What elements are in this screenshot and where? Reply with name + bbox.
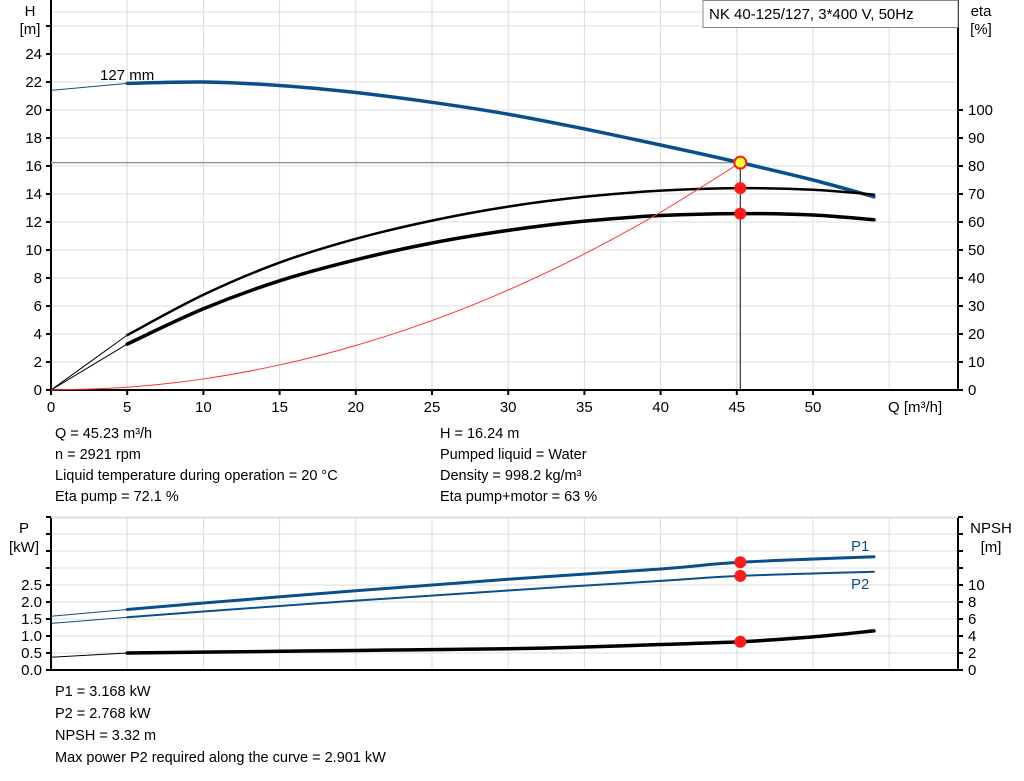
y-tick-label-right: 10	[968, 577, 985, 594]
head-curve	[125, 80, 876, 199]
y-tick-label-right: 70	[968, 186, 985, 203]
x-tick-label: 40	[652, 399, 669, 416]
duty-point-eta-pump-motor	[734, 207, 747, 220]
p1-value: P1 = 3.168 kW	[55, 684, 151, 700]
x-tick-label: 0	[47, 399, 55, 416]
eta-pump-curve	[125, 186, 876, 337]
y-tick-label-left: 2	[34, 354, 42, 371]
x-tick-label: 15	[271, 399, 288, 416]
npsh-value: NPSH = 3.32 m	[55, 728, 157, 744]
y-axis-left-unit: [m]	[20, 21, 41, 38]
y-tick-label-left: 22	[25, 74, 42, 91]
y-tick-label-left: 0	[34, 382, 42, 399]
x-tick-label: 45	[728, 399, 745, 416]
temperature-value: Liquid temperature during operation = 20…	[55, 468, 338, 484]
head-curve-extrapolated	[50, 82, 128, 91]
duty-point-eta-pump	[734, 182, 747, 195]
head-value: H = 16.24 m	[440, 426, 520, 442]
y-tick-label-right: 10	[968, 354, 985, 371]
y-tick-label-right: 6	[968, 611, 976, 628]
system-curve-thin	[50, 162, 741, 391]
eta-pump-value: Eta pump = 72.1 %	[55, 489, 179, 505]
x-tick-label: 5	[123, 399, 131, 416]
y-axis-left-unit: [kW]	[9, 539, 39, 556]
y-tick-label-right: 20	[968, 326, 985, 343]
eta-pump-motor-curve-extrapolated	[50, 343, 128, 391]
y-axis-right-unit: [m]	[981, 539, 1002, 556]
y-tick-label-left: 6	[34, 298, 42, 315]
y-axis-right-label: eta	[971, 3, 993, 20]
max-p2-value: Max power P2 required along the curve = …	[55, 750, 386, 766]
duty-point-p1	[734, 556, 747, 569]
x-tick-label: 50	[805, 399, 822, 416]
y-tick-label-left: 1.5	[21, 611, 42, 628]
x-tick-label: 10	[195, 399, 212, 416]
title-box	[702, 0, 959, 28]
liquid-value: Pumped liquid = Water	[440, 447, 587, 463]
y-tick-label-left: 24	[25, 46, 42, 63]
y-tick-label-right: 30	[968, 298, 985, 315]
y-tick-label-left: 0.5	[21, 645, 42, 662]
duty-point-npsh	[734, 635, 747, 648]
eta-pump-curve-extrapolated	[50, 334, 128, 391]
x-tick-label: 25	[424, 399, 441, 416]
y-tick-label-left: 2.0	[21, 594, 42, 611]
npsh-curve	[125, 629, 876, 655]
npsh-curve-extrapolated	[50, 652, 128, 658]
eta-pump-motor-value: Eta pump+motor = 63 %	[440, 489, 598, 505]
density-value: Density = 998.2 kg/m³	[440, 468, 582, 484]
y-tick-label-left: 4	[34, 326, 42, 343]
y-tick-label-right: 8	[968, 594, 976, 611]
y-tick-label-right: 0	[968, 662, 976, 679]
p2-series-label: P2	[851, 576, 869, 593]
y-tick-label-left: 10	[25, 242, 42, 259]
flow-value: Q = 45.23 m³/h	[55, 426, 153, 442]
x-tick-label: 35	[576, 399, 593, 416]
p2-curve-extrapolated	[50, 616, 128, 624]
y-tick-label-right: 40	[968, 270, 985, 287]
y-tick-label-right: 4	[968, 628, 976, 645]
y-tick-label-right: 0	[968, 382, 976, 399]
y-tick-label-left: 1.0	[21, 628, 42, 645]
duty-point-p2	[734, 569, 747, 582]
x-tick-label: 30	[500, 399, 517, 416]
title-box-text: NK 40-125/127, 3*400 V, 50Hz	[709, 6, 914, 23]
y-tick-label-right: 2	[968, 645, 976, 662]
y-tick-label-right: 50	[968, 242, 985, 259]
y-tick-label-left: 16	[25, 158, 42, 175]
eta-pump-motor-curve	[125, 211, 876, 346]
x-axis-label: Q [m³/h]	[888, 399, 942, 416]
y-axis-right-label: NPSH	[970, 520, 1012, 537]
p1-curve-extrapolated	[50, 608, 128, 617]
y-tick-label-right: 80	[968, 158, 985, 175]
duty-info-right: H = 16.24 m Pumped liquid = Water Densit…	[440, 424, 597, 508]
y-tick-label-left: 2.5	[21, 577, 42, 594]
y-tick-label-right: 90	[968, 130, 985, 147]
y-tick-label-left: 8	[34, 270, 42, 287]
curve-label: 127 mm	[100, 67, 154, 84]
y-tick-label-left: 12	[25, 214, 42, 231]
y-tick-label-right: 100	[968, 102, 993, 119]
y-tick-label-left: 14	[25, 186, 42, 203]
y-tick-label-left: 18	[25, 130, 42, 147]
p1-series-label: P1	[851, 538, 869, 555]
power-info: P1 = 3.168 kW P2 = 2.768 kW NPSH = 3.32 …	[55, 681, 386, 769]
duty-point-head	[733, 155, 748, 170]
y-tick-label-left: 0.0	[21, 662, 42, 679]
y-axis-left-label: P	[19, 520, 29, 537]
y-axis-left-label: H	[25, 3, 36, 20]
y-tick-label-left: 20	[25, 102, 42, 119]
y-axis-right-unit: [%]	[970, 21, 992, 38]
y-tick-label-right: 60	[968, 214, 985, 231]
speed-value: n = 2921 rpm	[55, 447, 141, 463]
x-tick-label: 20	[347, 399, 364, 416]
duty-info-left: Q = 45.23 m³/h n = 2921 rpm Liquid tempe…	[55, 424, 338, 508]
p2-value: P2 = 2.768 kW	[55, 706, 151, 722]
